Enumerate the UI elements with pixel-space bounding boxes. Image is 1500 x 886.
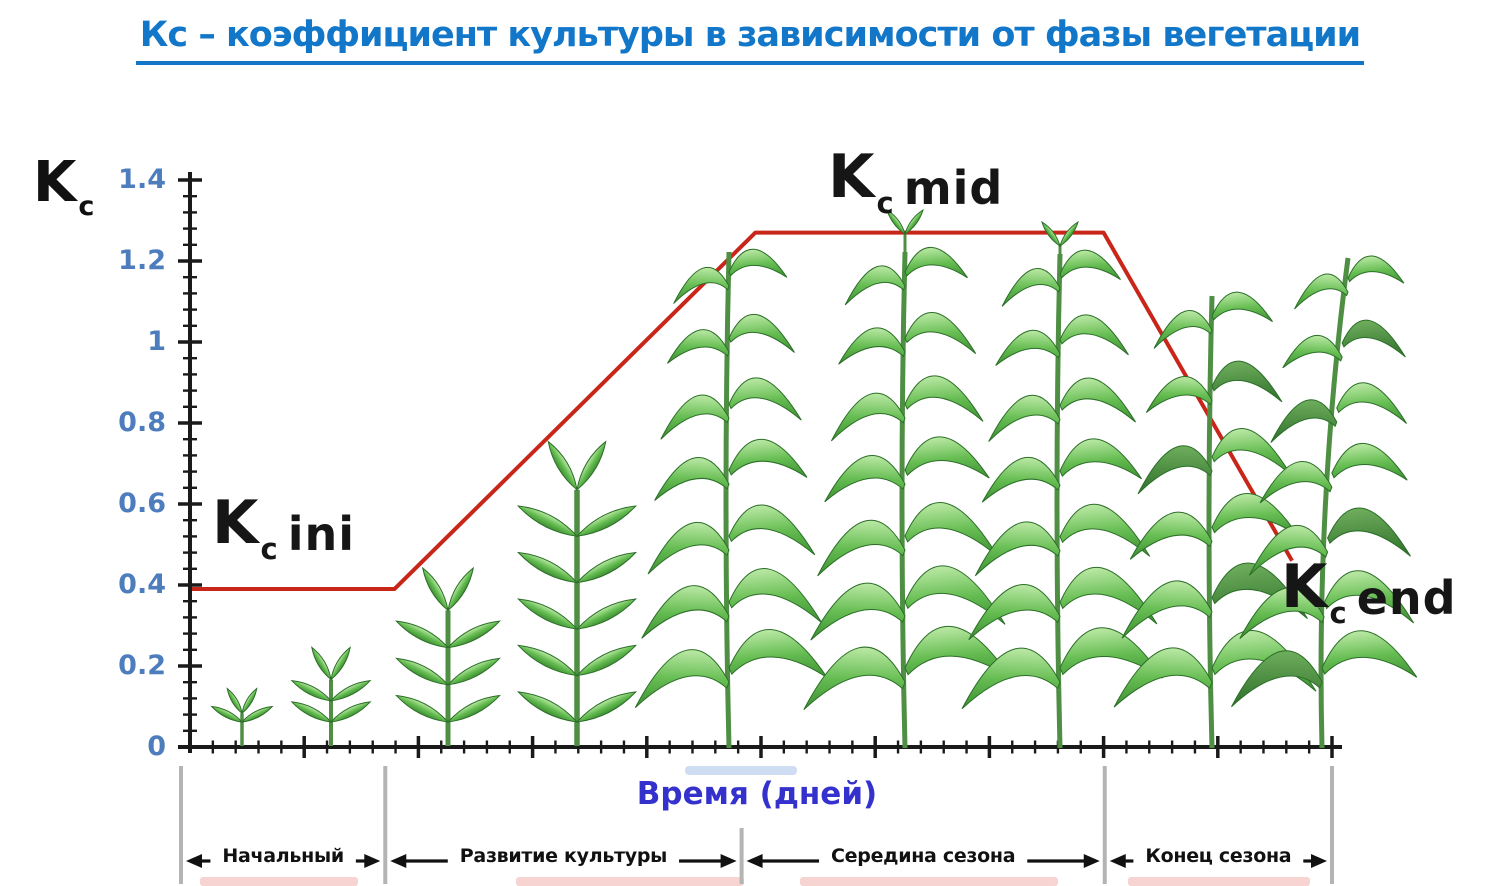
x-axis-title: Время (дней) bbox=[636, 776, 878, 812]
kc-mid-annotation: Kc mid bbox=[828, 142, 1004, 220]
page-title-text: Кс – коэффициент культуры в зависимости … bbox=[135, 16, 1365, 65]
plant-illustration bbox=[1231, 255, 1418, 749]
kc-ini-annotation: Kc ini bbox=[212, 488, 355, 566]
kc-mid-sub: c bbox=[876, 186, 894, 220]
y-axis-title: Kc bbox=[33, 150, 94, 222]
plant-illustration bbox=[634, 248, 828, 749]
y-axis-tick-label: 0.4 bbox=[118, 569, 166, 600]
y-axis-tick-label: 1 bbox=[147, 326, 166, 357]
kc-end-rest: end bbox=[1356, 571, 1457, 625]
y-axis-tick-label: 1.2 bbox=[118, 245, 166, 276]
phase-label: Конец сезона bbox=[1145, 845, 1292, 867]
phase-arrows bbox=[186, 854, 1327, 868]
kc-ini-base: K bbox=[212, 488, 259, 558]
plant-illustration bbox=[290, 646, 372, 746]
kc-end-base: K bbox=[1281, 552, 1328, 622]
kc-mid-rest: mid bbox=[903, 161, 1004, 215]
y-axis-title-base: K bbox=[33, 150, 77, 215]
y-axis-tick-label: 1.4 bbox=[118, 164, 166, 195]
plant-illustration bbox=[1113, 291, 1317, 749]
phase-label: Начальный bbox=[222, 845, 344, 867]
plant-illustrations bbox=[210, 208, 1418, 749]
plant-illustration bbox=[961, 220, 1164, 749]
plant-illustration bbox=[210, 687, 274, 746]
kc-end-sub: c bbox=[1329, 596, 1347, 630]
plant-illustration bbox=[803, 208, 1012, 749]
y-axis-tick-label: 0.2 bbox=[118, 650, 166, 681]
y-axis-tick-label: 0 bbox=[147, 731, 166, 762]
kc-ini-sub: c bbox=[260, 532, 278, 566]
phase-label: Развитие культуры bbox=[459, 845, 668, 867]
page-title: Кс – коэффициент культуры в зависимости … bbox=[0, 16, 1500, 65]
kc-mid-base: K bbox=[828, 142, 875, 212]
phase-dividers bbox=[179, 766, 1334, 884]
kc-end-annotation: Kc end bbox=[1281, 552, 1457, 630]
y-axis-tick-label: 0.8 bbox=[118, 407, 166, 438]
phase-label: Середина сезона bbox=[831, 845, 1016, 867]
axes bbox=[178, 172, 1342, 758]
plant-illustration bbox=[516, 440, 638, 746]
y-axis-tick-label: 0.6 bbox=[118, 488, 166, 519]
kc-curve-line bbox=[190, 230, 1294, 592]
kc-ini-rest: ini bbox=[287, 507, 355, 561]
plant-illustration bbox=[395, 566, 501, 746]
artifact-smudges bbox=[200, 766, 1310, 886]
y-axis-title-sub: c bbox=[78, 191, 95, 222]
